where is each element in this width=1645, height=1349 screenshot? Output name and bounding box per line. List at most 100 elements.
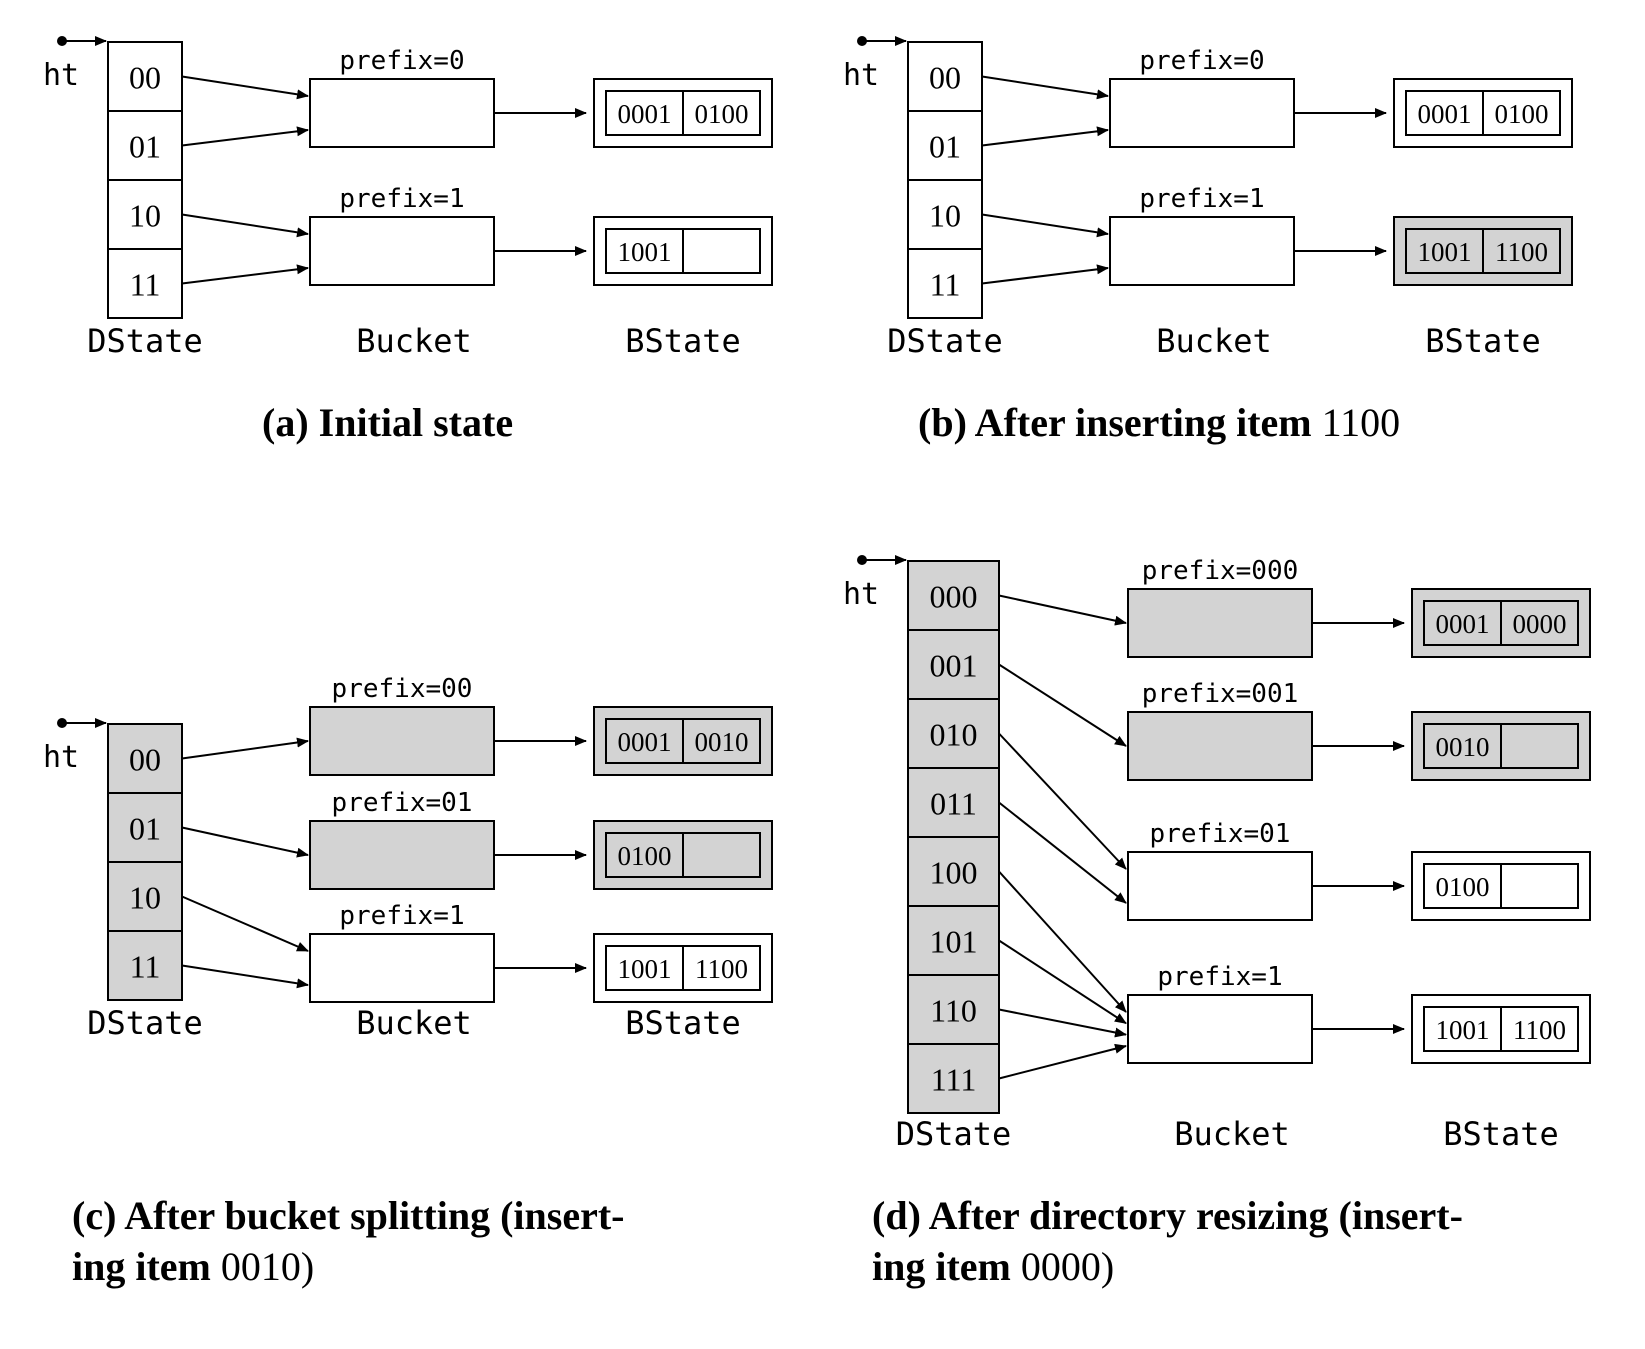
directory-entry-label: 011 [930, 786, 977, 822]
bstate-item: 1001 [1436, 1015, 1490, 1045]
bstate-slot [682, 718, 761, 764]
directory-entry-label: 101 [930, 924, 978, 960]
bstate-slot [1500, 600, 1579, 646]
directory-to-bucket-arrow [981, 126, 1109, 147]
bstate-slot [682, 945, 761, 991]
bstate-slot [1500, 1006, 1579, 1052]
directory-to-bucket-arrow [181, 213, 309, 238]
ht-label: ht [43, 740, 79, 775]
directory-to-bucket-arrow [998, 594, 1127, 626]
bucket-prefix-label: prefix=01 [332, 788, 473, 818]
directory-entry-label: 01 [129, 811, 161, 847]
bucket-box [1109, 216, 1295, 286]
directory-to-bucket-arrow [181, 737, 309, 760]
directory-entry [107, 723, 183, 794]
bstate-slot [682, 90, 761, 136]
directory-to-bucket-arrow [998, 732, 1127, 870]
bstate-item: 1100 [695, 954, 748, 984]
directory-entry-label: 11 [130, 949, 161, 985]
bstate-slot [605, 718, 684, 764]
dstate-label: DState [896, 1115, 1012, 1153]
bstate-label: BState [1443, 1115, 1559, 1153]
ht-label: ht [843, 577, 879, 612]
bstate-slot [1423, 863, 1502, 909]
bucket-box [1127, 994, 1313, 1064]
bstate-item: 1001 [1418, 237, 1472, 267]
dstate-label: DState [887, 322, 1003, 360]
directory-to-bucket-arrow [998, 939, 1127, 1025]
directory-to-bucket-arrow [998, 870, 1127, 1013]
directory-to-bucket-arrow [998, 1008, 1127, 1038]
bstate-item: 0100 [1436, 872, 1490, 902]
directory-to-bucket-arrow [981, 264, 1109, 285]
bstate-label: BState [625, 322, 741, 360]
directory-to-bucket-arrow [981, 213, 1109, 238]
bucket-box [309, 706, 495, 776]
directory-entry [107, 861, 183, 932]
bstate-item: 1100 [1495, 237, 1548, 267]
bstate-item: 0001 [1418, 99, 1472, 129]
directory-to-bucket-arrow [181, 126, 309, 147]
panel-caption: (d) After directory resizing (insert- [872, 1193, 1463, 1238]
bstate-item: 0001 [1436, 609, 1490, 639]
bstate-item: 0100 [618, 841, 672, 871]
bstate-item: 0000 [1513, 609, 1567, 639]
bucket-prefix-label: prefix=1 [339, 184, 464, 214]
directory-to-bucket-arrow [998, 801, 1127, 904]
panel-caption: (c) After bucket splitting (insert- [72, 1193, 625, 1238]
bucket-box [309, 216, 495, 286]
bucket-label: Bucket [356, 322, 472, 360]
directory-to-bucket-arrow [998, 1043, 1127, 1080]
directory-entry [907, 560, 1000, 631]
bstate-label: BState [1425, 322, 1541, 360]
directory-to-bucket-arrow [998, 663, 1127, 747]
directory-entry-label: 00 [129, 742, 161, 778]
directory-entry-label: 111 [931, 1062, 977, 1098]
bstate-slot [1500, 723, 1579, 769]
panel-caption-line2: ing item 0010) [72, 1244, 314, 1289]
directory-entry [907, 110, 983, 181]
panel-caption-line2: ing item 0000) [872, 1244, 1114, 1289]
directory-entry-label: 10 [129, 880, 161, 916]
bucket-prefix-label: prefix=0 [339, 46, 464, 76]
directory-entry-label: 11 [930, 267, 961, 303]
directory-entry-label: 01 [129, 129, 161, 165]
bucket-prefix-label: prefix=000 [1142, 556, 1299, 586]
bucket-box [309, 820, 495, 890]
directory-to-bucket-arrow [181, 826, 309, 858]
bucket-prefix-label: prefix=001 [1142, 679, 1299, 709]
bucket-box [1127, 711, 1313, 781]
directory-to-bucket-arrow [181, 964, 309, 989]
bstate-slot [1423, 1006, 1502, 1052]
bstate-label: BState [625, 1004, 741, 1042]
bstate-slot [1500, 863, 1579, 909]
directory-entry [107, 179, 183, 250]
bstate-item: 1001 [618, 954, 672, 984]
bstate-item: 0010 [1436, 732, 1490, 762]
directory-entry [907, 248, 983, 319]
bstate-item: 0001 [618, 727, 672, 757]
bucket-label: Bucket [356, 1004, 472, 1042]
directory-entry-label: 110 [930, 993, 977, 1029]
bucket-prefix-label: prefix=1 [339, 901, 464, 931]
bstate-slot [1482, 228, 1561, 274]
directory-entry-label: 00 [929, 60, 961, 96]
bstate-item: 0001 [618, 99, 672, 129]
directory-entry-label: 001 [930, 648, 978, 684]
bstate-item: 0100 [695, 99, 749, 129]
directory-entry [107, 248, 183, 319]
bstate-item: 1001 [618, 237, 672, 267]
bucket-box [309, 78, 495, 148]
bucket-prefix-label: prefix=1 [1139, 184, 1264, 214]
bstate-item: 0010 [695, 727, 749, 757]
directory-entry-label: 00 [129, 60, 161, 96]
bstate-slot [1405, 228, 1484, 274]
directory-entry [907, 179, 983, 250]
dstate-label: DState [87, 1004, 203, 1042]
directory-entry-label: 10 [129, 198, 161, 234]
bstate-slot [1482, 90, 1561, 136]
